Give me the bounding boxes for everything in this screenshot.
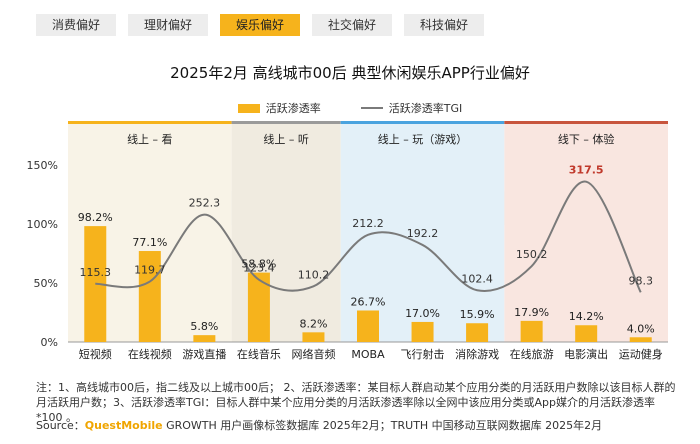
tgi-label-4: 110.2 [298, 268, 330, 281]
source-brand: QuestMobile [84, 419, 163, 432]
tgi-label-8: 150.2 [516, 248, 548, 261]
tab-0[interactable]: 消费偏好 [36, 14, 116, 36]
bar-4 [302, 332, 325, 342]
source-text: GROWTH 用户画像标签数据库 2025年2月；TRUTH 中国移动互联网数据… [162, 419, 603, 432]
bar-label-1: 77.1% [132, 236, 167, 249]
bar-label-3: 58.8% [241, 258, 276, 271]
x-tick-label-2: 游戏直播 [182, 347, 226, 361]
tgi-label-0: 115.3 [80, 266, 112, 279]
legend-item-line: 活跃渗透率TGI [360, 100, 463, 116]
bar-label-4: 8.2% [299, 317, 327, 330]
group-label-2: 线上 – 玩（游戏） [378, 132, 468, 146]
chart-title: 2025年2月 高线城市00后 典型休闲娱乐APP行业偏好 [170, 64, 530, 82]
bar-6 [411, 321, 434, 342]
bar-label-5: 26.7% [351, 295, 386, 308]
bar-label-2: 5.8% [190, 320, 218, 333]
bar-9 [575, 325, 598, 342]
x-tick-label-1: 在线视频 [128, 347, 172, 361]
group-label-1: 线上 – 听 [263, 132, 309, 146]
tgi-label-6: 192.2 [407, 227, 439, 240]
group-accent-2 [340, 121, 505, 124]
tgi-label-7: 102.4 [461, 272, 493, 285]
tab-2[interactable]: 娱乐偏好 [220, 14, 300, 36]
bar-label-8: 17.9% [514, 306, 549, 319]
y-tick-label-0: 0% [41, 336, 58, 349]
y-tick-label-1: 50% [34, 277, 58, 290]
legend-line-label: 活跃渗透率TGI [388, 102, 463, 115]
bar-label-7: 15.9% [460, 308, 495, 321]
bar-5 [357, 310, 379, 342]
legend-bar-swatch [237, 103, 260, 113]
source-prefix: Source： [36, 419, 85, 432]
x-tick-label-4: 网络音频 [291, 347, 335, 361]
bar-label-9: 14.2% [569, 310, 604, 323]
bar-2 [193, 335, 216, 342]
group-accent-1 [231, 121, 341, 124]
x-tick-label-3: 在线音乐 [237, 347, 281, 361]
y-tick-label-3: 150% [27, 159, 58, 172]
x-tick-label-10: 运动健身 [619, 347, 663, 361]
tab-4[interactable]: 科技偏好 [404, 14, 484, 36]
tab-3[interactable]: 社交偏好 [312, 14, 392, 36]
bar-3 [247, 272, 270, 342]
tgi-label-1: 119.7 [134, 264, 166, 277]
y-tick-label-2: 100% [27, 218, 58, 231]
legend-bar-label: 活跃渗透率 [265, 102, 321, 115]
x-tick-label-9: 电影演出 [564, 347, 608, 361]
x-tick-label-7: 消除游戏 [455, 347, 499, 361]
bar-10 [629, 337, 652, 342]
tgi-line [95, 180, 642, 293]
chart-canvas: QUESTMOBILE线上 – 看线上 – 听线上 – 玩（游戏）线下 – 体验… [27, 121, 668, 361]
legend-item-bar: 活跃渗透率 [237, 100, 321, 116]
tgi-label-2: 252.3 [189, 197, 221, 210]
bar-8 [520, 320, 543, 342]
bar-label-6: 17.0% [405, 307, 440, 320]
group-accent-0 [68, 121, 232, 124]
tab-bar: 消费偏好 理财偏好 娱乐偏好 社交偏好 科技偏好 [36, 14, 484, 36]
bar-7 [466, 323, 489, 342]
group-bg-2 [340, 121, 505, 342]
bar-label-0: 98.2% [78, 211, 113, 224]
source-line: Source：QuestMobile GROWTH 用户画像标签数据库 2025… [36, 417, 602, 433]
bar-label-10: 4.0% [627, 322, 655, 335]
tgi-label-9: 317.5 [569, 164, 604, 177]
x-tick-label-8: 在线旅游 [510, 347, 554, 361]
bar-1 [138, 251, 161, 342]
x-tick-label-0: 短视频 [79, 347, 112, 361]
group-accent-3 [504, 121, 668, 124]
tgi-label-5: 212.2 [352, 217, 384, 230]
legend-line-swatch [360, 107, 383, 109]
group-bg-3 [504, 121, 668, 342]
bar-0 [84, 226, 107, 342]
tgi-label-3: 123.4 [243, 262, 275, 275]
chart-legend: 活跃渗透率 活跃渗透率TGI [0, 100, 700, 116]
footnote: 注：1、高线城市00后，指二线及以上城市00后； 2、活跃渗透率：某目标人群启动… [36, 381, 676, 424]
x-tick-label-5: MOBA [351, 348, 385, 361]
tgi-label-10: 98.3 [628, 274, 653, 287]
group-label-0: 线上 – 看 [127, 132, 173, 146]
tab-1[interactable]: 理财偏好 [128, 14, 208, 36]
group-label-3: 线下 – 体验 [558, 132, 615, 146]
x-tick-label-6: 飞行射击 [401, 347, 445, 361]
